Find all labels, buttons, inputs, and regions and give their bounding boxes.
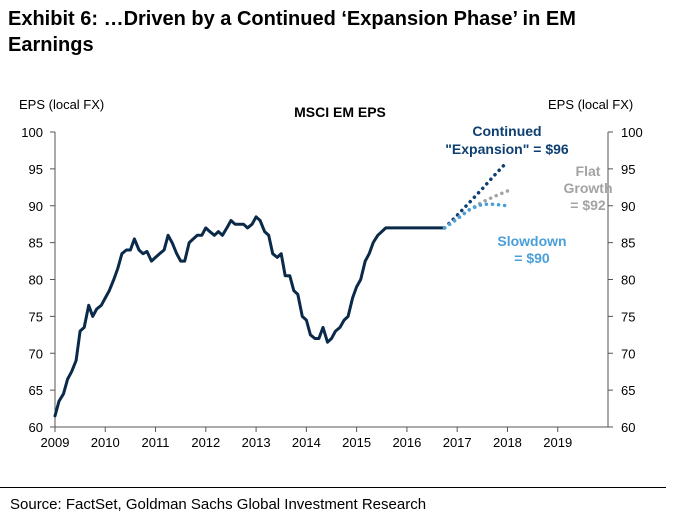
y-tick-label-right: 80	[621, 273, 635, 288]
annotation-slowdown: Slowdown = $90	[497, 233, 566, 266]
annotation-expansion: Continued "Expansion" = $96	[445, 123, 569, 157]
y-axis-label-left: EPS (local FX)	[19, 97, 104, 112]
y-tick-label-left: 90	[29, 199, 43, 214]
y-tick-label-left: 75	[29, 309, 43, 324]
y-tick-label-right: 60	[621, 420, 635, 435]
annotation-slowdown-line: = $90	[514, 250, 550, 266]
y-tick-label-left: 85	[29, 236, 43, 251]
y-tick-label-right: 95	[621, 162, 635, 177]
y-tick-label-right: 85	[621, 236, 635, 251]
eps-line-chart: MSCI EM EPS EPS (local FX) EPS (local FX…	[19, 97, 643, 450]
x-tick-label: 2012	[191, 435, 220, 450]
x-tick-label: 2018	[493, 435, 522, 450]
annotation-expansion-line: Continued	[472, 123, 541, 139]
y-tick-label-left: 80	[29, 273, 43, 288]
chart-title: MSCI EM EPS	[294, 104, 386, 120]
x-tick-label: 2014	[292, 435, 321, 450]
x-tick-label: 2016	[392, 435, 421, 450]
annotation-flat-line: Flat	[576, 163, 601, 179]
y-tick-label-left: 65	[29, 383, 43, 398]
x-tick-label: 2011	[142, 435, 170, 450]
x-tick-label: 2013	[242, 435, 271, 450]
y-tick-label-right: 70	[621, 346, 635, 361]
annotation-slowdown-line: Slowdown	[497, 233, 566, 249]
exhibit-title: Exhibit 6: …Driven by a Continued ‘Expan…	[8, 8, 576, 56]
annotation-flat-line: = $92	[570, 197, 606, 213]
y-tick-label-left: 70	[29, 346, 43, 361]
series-actual-line	[53, 215, 447, 418]
x-tick-label: 2009	[41, 435, 70, 450]
axes: 60 60 65 65 70 70 75 75 80 80 85 85 90 90 95 95 100 100 20…	[21, 125, 642, 450]
y-tick-label-right: 75	[621, 309, 635, 324]
y-tick-label-left: 100	[21, 125, 43, 140]
x-tick-label: 2010	[91, 435, 120, 450]
annotation-flat: Flat Growth = $92	[564, 163, 613, 213]
x-tick-label: 2015	[342, 435, 371, 450]
y-tick-label-right: 100	[621, 125, 643, 140]
series-layer	[53, 159, 510, 418]
y-axis-label-right: EPS (local FX)	[548, 97, 633, 112]
series-slowdown-line	[442, 202, 510, 230]
x-tick-label: 2017	[443, 435, 472, 450]
y-tick-label-left: 95	[29, 162, 43, 177]
source-note: Source: FactSet, Goldman Sachs Global In…	[10, 496, 427, 513]
series-expansion-line	[442, 159, 510, 230]
y-tick-label-right: 90	[621, 199, 635, 214]
annotation-flat-line: Growth	[564, 180, 613, 196]
y-tick-label-right: 65	[621, 383, 635, 398]
source-divider	[0, 487, 666, 488]
annotation-expansion-line: "Expansion" = $96	[445, 141, 569, 157]
y-tick-label-left: 60	[29, 420, 43, 435]
x-tick-label: 2019	[543, 435, 572, 450]
